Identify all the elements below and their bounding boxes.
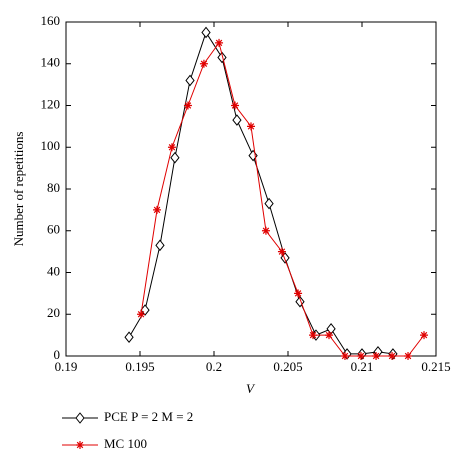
legend-label: MC 100 — [104, 436, 147, 451]
data-point — [294, 289, 303, 298]
legend-label: PCE P = 2 M = 2 — [104, 409, 193, 424]
data-point — [388, 352, 397, 360]
data-point — [372, 352, 381, 360]
data-point — [153, 205, 162, 214]
data-point — [232, 114, 242, 126]
data-point — [357, 348, 367, 360]
x-tick-label: 0.21 — [351, 359, 374, 374]
legend-marker — [76, 441, 84, 449]
x-axis-label: V — [246, 381, 256, 396]
data-point — [124, 331, 134, 344]
data-point — [264, 197, 274, 210]
data-point — [185, 74, 195, 87]
data-point — [231, 101, 240, 110]
data-point — [277, 247, 286, 256]
y-tick-label: 20 — [47, 305, 60, 320]
data-point — [215, 38, 224, 47]
data-point — [309, 331, 318, 340]
data-point — [356, 352, 365, 360]
y-tick-label: 80 — [47, 180, 60, 195]
plot-frame — [65, 21, 437, 357]
data-point — [170, 151, 180, 164]
data-point — [420, 331, 429, 340]
data-point — [280, 252, 290, 264]
series-line — [140, 41, 425, 357]
data-point — [261, 226, 270, 235]
y-tick-label: 60 — [47, 222, 60, 237]
data-point — [155, 239, 165, 252]
data-point — [404, 352, 413, 360]
data-point — [324, 331, 333, 340]
data-point — [248, 149, 258, 162]
x-tick-label: 0.2 — [206, 359, 222, 374]
y-tick-label: 100 — [41, 138, 61, 153]
data-point — [388, 348, 398, 360]
y-tick-label: 160 — [41, 13, 61, 28]
legend-marker — [75, 412, 85, 424]
y-tick-label: 120 — [41, 96, 61, 111]
data-point — [183, 101, 192, 110]
x-tick-label: 0.19 — [55, 359, 78, 374]
data-point — [217, 51, 227, 64]
data-point — [137, 310, 146, 319]
x-tick-label: 0.215 — [421, 359, 450, 374]
y-axis-label: Number of repetitions — [11, 132, 26, 247]
data-point — [199, 59, 208, 68]
y-tick-label: 140 — [41, 55, 61, 70]
data-point — [340, 352, 349, 360]
data-point — [167, 143, 176, 152]
data-point — [201, 26, 211, 39]
x-tick-label: 0.205 — [273, 359, 302, 374]
y-tick-label: 0 — [54, 347, 61, 362]
data-point — [247, 122, 255, 131]
y-tick-label: 40 — [47, 263, 60, 278]
x-tick-label: 0.195 — [125, 359, 154, 374]
